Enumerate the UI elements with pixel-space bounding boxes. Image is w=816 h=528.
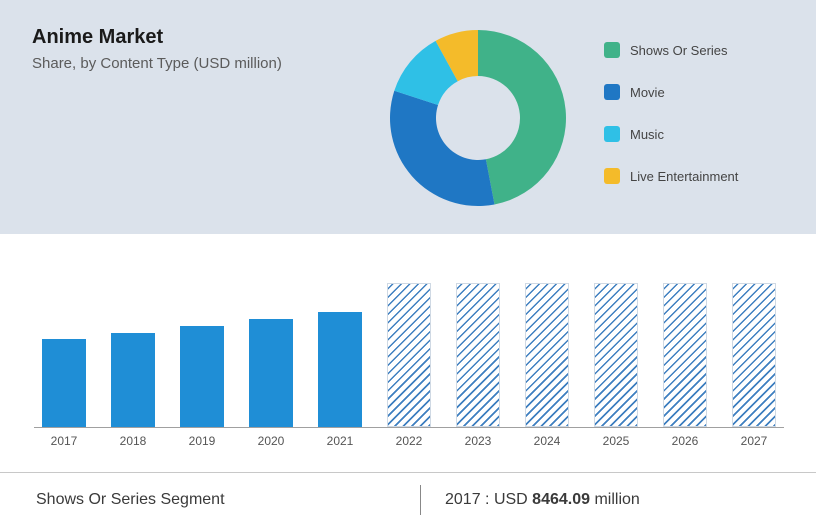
bar [663, 283, 707, 427]
legend-label: Shows Or Series [630, 43, 728, 58]
bar-year-label: 2019 [180, 434, 224, 448]
bar-year-label: 2025 [594, 434, 638, 448]
bar-panel: 2017 2018 2019 2020 2021 2022 2023 2024 2025 2026… [0, 238, 816, 460]
bar [180, 326, 224, 427]
bar [42, 339, 86, 427]
bar [525, 283, 569, 427]
bar-year-label: 2020 [249, 434, 293, 448]
legend-label: Movie [630, 85, 665, 100]
footer-segment-label: Shows Or Series Segment [0, 491, 420, 509]
legend-item: Movie [604, 84, 738, 100]
bar-year-label: 2017 [42, 434, 86, 448]
donut-slice [390, 91, 494, 206]
footer-stat: 2017 : USD 8464.09 million [421, 491, 640, 509]
legend-label: Music [630, 127, 664, 142]
footer-amount: 8464.09 [532, 491, 590, 508]
bar-year-label: 2026 [663, 434, 707, 448]
bar-slot [42, 339, 86, 427]
legend-label: Live Entertainment [630, 169, 738, 184]
bar [111, 333, 155, 427]
bar-year-label: 2027 [732, 434, 776, 448]
bar [456, 283, 500, 427]
bar [318, 312, 362, 427]
bar [594, 283, 638, 427]
bar-year-label: 2024 [525, 434, 569, 448]
title-block: Anime Market Share, by Content Type (USD… [32, 26, 282, 72]
legend-swatch [604, 168, 620, 184]
footer-currency: USD [494, 491, 532, 508]
bar [249, 319, 293, 427]
bar-slot [249, 319, 293, 427]
bar-chart [34, 248, 784, 428]
legend-swatch [604, 84, 620, 100]
bar-slot [387, 283, 431, 427]
legend-item: Music [604, 126, 738, 142]
legend-item: Shows Or Series [604, 42, 738, 58]
bar-slot [525, 283, 569, 427]
legend-swatch [604, 42, 620, 58]
top-panel: Anime Market Share, by Content Type (USD… [0, 0, 816, 236]
legend-swatch [604, 126, 620, 142]
bar-year-label: 2022 [387, 434, 431, 448]
bar-year-label: 2018 [111, 434, 155, 448]
bar-slot [594, 283, 638, 427]
bar-axis-labels: 2017 2018 2019 2020 2021 2022 2023 2024 2025 2026… [34, 434, 784, 448]
bar [732, 283, 776, 427]
footer: Shows Or Series Segment 2017 : USD 8464.… [0, 472, 816, 526]
page-title: Anime Market [32, 26, 282, 49]
donut-legend: Shows Or Series Movie Music Live Entertainm… [604, 42, 738, 184]
donut-chart [378, 18, 578, 218]
page-subtitle: Share, by Content Type (USD million) [32, 55, 282, 72]
footer-unit: million [590, 491, 640, 508]
legend-item: Live Entertainment [604, 168, 738, 184]
bar-slot [663, 283, 707, 427]
bar-slot [318, 312, 362, 427]
bar-slot [180, 326, 224, 427]
bar [387, 283, 431, 427]
bar-year-label: 2023 [456, 434, 500, 448]
footer-sep: : [481, 491, 494, 508]
donut-slice [478, 30, 566, 204]
bar-slot [732, 283, 776, 427]
bar-slot [111, 333, 155, 427]
footer-year: 2017 [445, 491, 481, 508]
bar-year-label: 2021 [318, 434, 362, 448]
bar-slot [456, 283, 500, 427]
